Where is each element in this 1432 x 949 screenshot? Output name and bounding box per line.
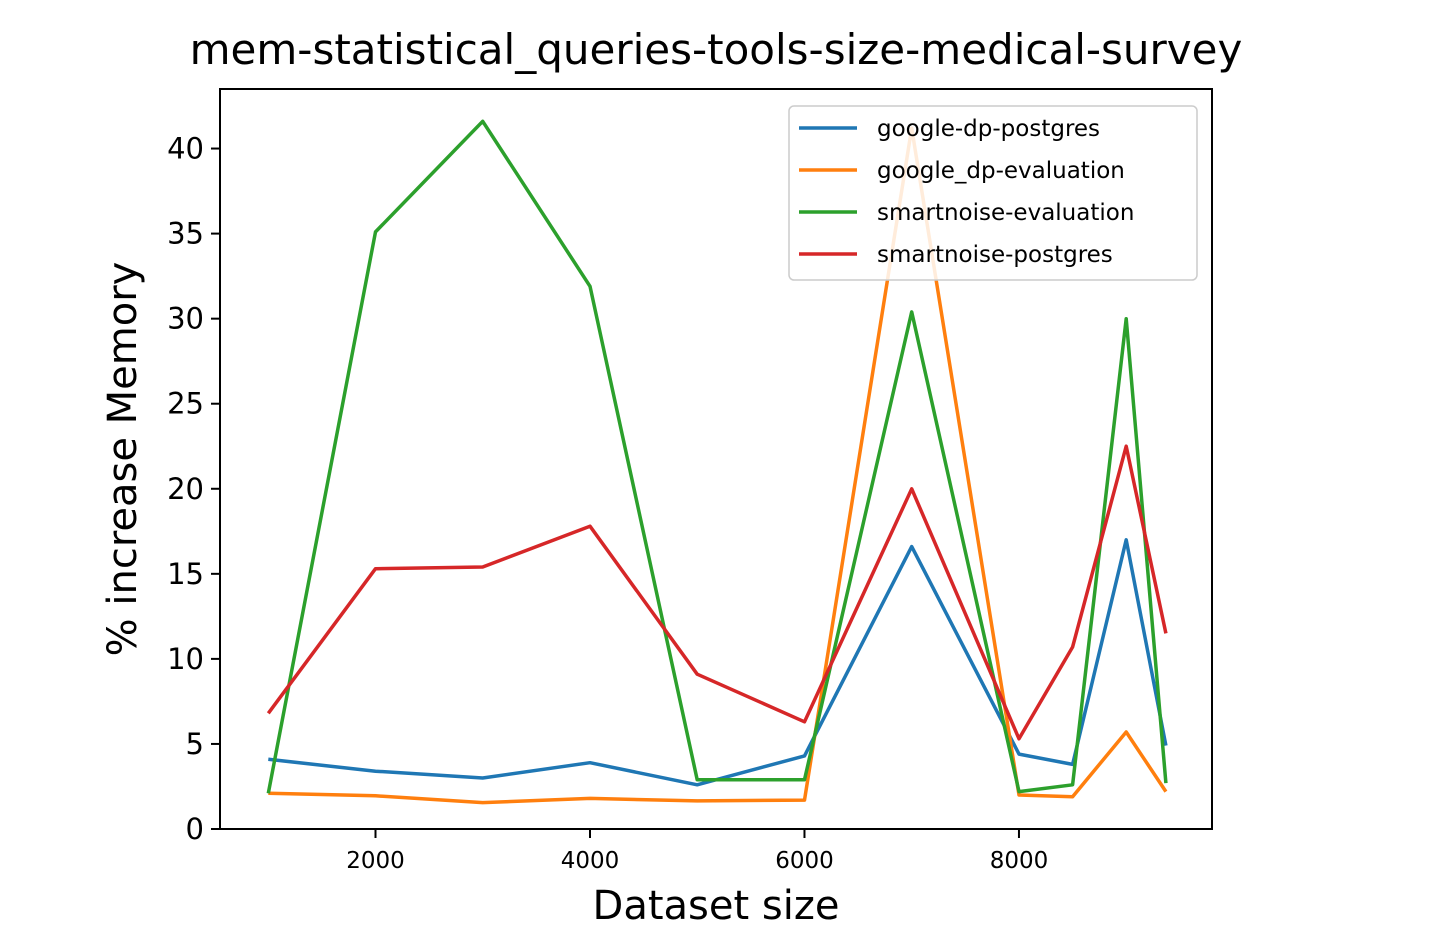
y-tick-label: 30 [167,302,204,336]
series-line-2 [266,119,1168,794]
y-tick-label: 35 [167,217,204,251]
legend-box [788,105,1198,281]
y-tick-label: 10 [167,642,204,676]
plot-area-frame [219,88,1213,830]
x-axis-label: Dataset size [593,883,840,929]
y-axis-label: % increase Memory [100,262,146,657]
y-tick-label: 15 [167,557,204,591]
series-line-1 [268,126,1168,805]
y-tick-label: 5 [186,727,204,761]
series-line-0 [268,538,1168,787]
x-axis-ticks: 2000 4000 6000 8000 [346,829,1048,874]
legend: google-dp-postgres google_dp-evaluationsm… [788,105,1198,281]
y-tick-label: 40 [167,132,204,166]
y-axis-ticks: 0 5 10 15 20 25 30 35 40 [167,132,220,846]
y-tick-label: 0 [186,812,204,846]
x-tick-label: 2000 [346,848,405,874]
x-tick-label: 8000 [990,848,1049,874]
x-tick-label: 6000 [775,848,834,874]
legend-label: smartnoise-postgres [877,242,1113,268]
y-tick-label: 20 [167,472,204,506]
y-tick-label: 25 [167,387,204,421]
series-lines [266,119,1168,805]
x-tick-label: 4000 [561,848,620,874]
legend-label: google_dp-evaluation [877,158,1125,184]
series-line-3 [266,444,1168,741]
legend-label: google-dp-postgres [877,116,1100,142]
chart-title: mem-statistical_queries-tools-size-medic… [190,25,1243,74]
legend-label: smartnoise-evaluation [877,200,1134,226]
